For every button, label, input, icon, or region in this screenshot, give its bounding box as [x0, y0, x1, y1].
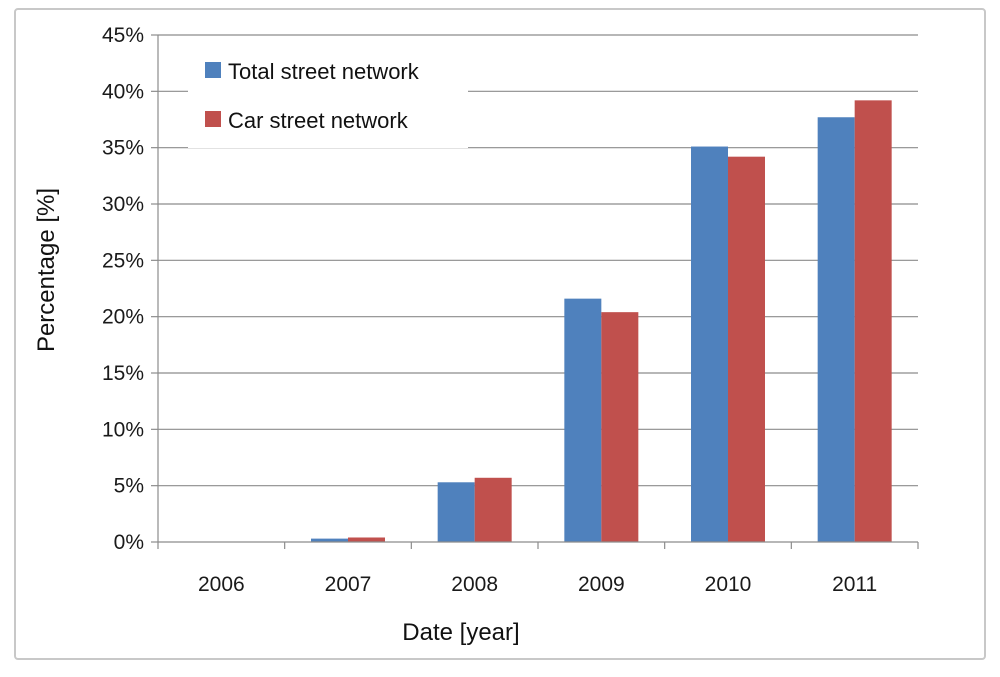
legend-swatch-car-street-network — [205, 111, 221, 127]
legend-background — [188, 52, 468, 148]
bar-total-street-network-2008 — [437, 482, 475, 542]
bar-total-street-network-2010 — [691, 146, 728, 543]
y-tick-label: 45% — [102, 24, 144, 47]
x-tick-label: 2009 — [578, 573, 625, 596]
x-axis-title: Date [year] — [402, 619, 519, 646]
x-tick-label: 2011 — [832, 573, 877, 596]
bar-car-street-network-2009 — [601, 312, 639, 542]
legend-swatch-total-street-network — [205, 62, 221, 78]
bar-car-street-network-2011 — [854, 100, 892, 542]
bar-total-street-network-2009 — [564, 298, 602, 542]
bar-total-street-network-2011 — [817, 117, 855, 542]
x-tick-label: 2010 — [705, 573, 752, 596]
y-tick-label: 0% — [114, 531, 144, 554]
y-tick-label: 5% — [114, 475, 144, 498]
x-tick-label: 2008 — [451, 573, 498, 596]
bar-total-street-network-2007 — [311, 538, 348, 542]
y-tick-label: 20% — [102, 306, 144, 329]
y-tick-label: 40% — [102, 80, 144, 103]
y-axis-title: Percentage [%] — [33, 188, 60, 352]
y-tick-label: 30% — [102, 193, 144, 216]
bar-car-street-network-2008 — [474, 477, 512, 542]
gridlines — [158, 34, 918, 487]
legend-label-total-street-network: Total street network — [228, 59, 420, 84]
legend-label-car-street-network: Car street network — [228, 108, 409, 133]
bar-car-street-network-2010 — [728, 156, 765, 542]
x-tick-label: 2007 — [325, 573, 372, 596]
axes: 0% 5% 10% 15% 20% 25% 30% 35% 40% 45% 2006 2007 2008… — [102, 24, 919, 596]
x-tick-label: 2006 — [198, 573, 245, 596]
y-tick-label: 10% — [102, 418, 144, 441]
bar-car-street-network-2007 — [348, 537, 385, 542]
y-tick-label: 15% — [102, 362, 144, 385]
y-tick-label: 35% — [102, 137, 144, 160]
bars — [311, 100, 892, 543]
y-tick-label: 25% — [102, 249, 144, 272]
legend: Total street network Car street network — [188, 52, 468, 148]
